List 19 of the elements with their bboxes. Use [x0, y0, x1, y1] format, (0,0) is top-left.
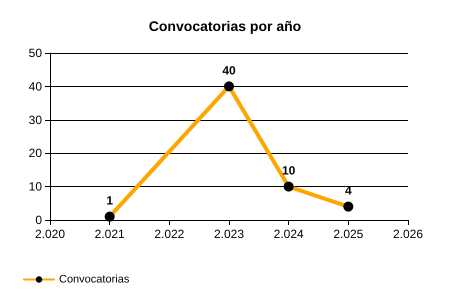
- y-tick-label: 20: [28, 146, 42, 160]
- x-tick-label: 2.025: [333, 227, 364, 241]
- legend-label: Convocatorias: [59, 274, 130, 286]
- data-label: 40: [222, 63, 236, 78]
- x-tick-label: 2.022: [154, 227, 185, 241]
- x-tick-label: 2.024: [274, 227, 304, 241]
- y-tick-label: 30: [28, 112, 42, 127]
- x-tick-label: 2.023: [214, 227, 244, 241]
- y-tick-label: 40: [28, 79, 42, 94]
- y-tick-label: 0: [35, 213, 42, 227]
- x-tick-label: 2.021: [94, 227, 126, 241]
- x-tick-label: 2.026: [392, 227, 424, 241]
- data-label: 10: [282, 164, 296, 178]
- x-tick-label: 2.020: [34, 227, 66, 241]
- chart-title: Convocatorias por año: [148, 18, 302, 34]
- y-tick-label: 10: [28, 180, 42, 194]
- data-label: 4: [344, 184, 352, 198]
- y-tick-label: 50: [28, 46, 42, 60]
- data-label: 1: [106, 194, 114, 208]
